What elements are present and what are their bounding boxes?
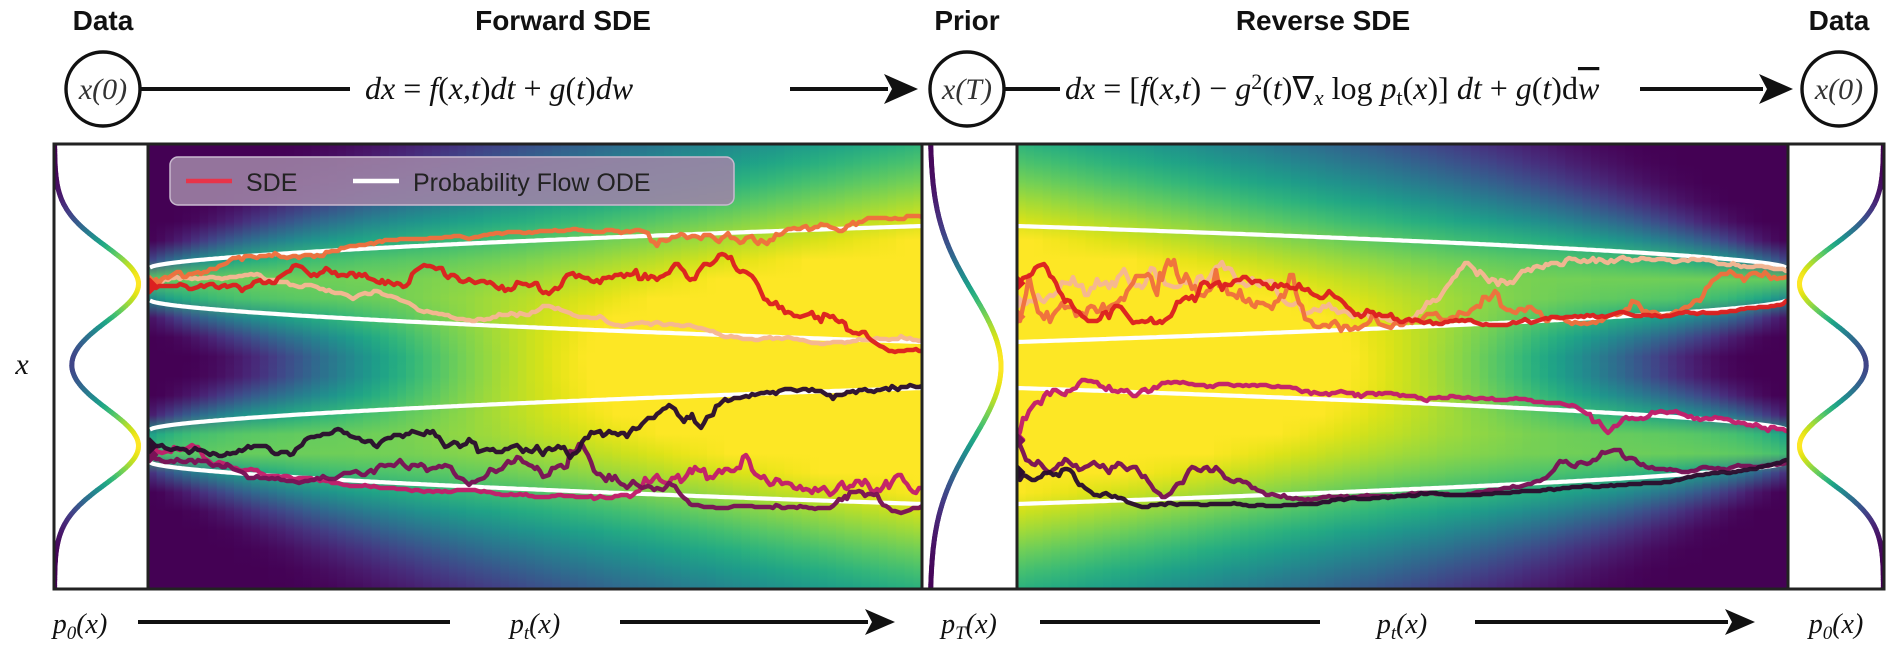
svg-text:x(0): x(0) — [1814, 73, 1863, 106]
svg-text:Probability Flow ODE: Probability Flow ODE — [413, 169, 651, 197]
svg-text:Data: Data — [1809, 5, 1870, 36]
svg-text:pt(x): pt(x) — [1375, 609, 1427, 644]
svg-text:x: x — [14, 348, 29, 381]
svg-text:p0(x): p0(x) — [51, 609, 108, 644]
svg-text:Reverse SDE: Reverse SDE — [1236, 5, 1410, 36]
svg-text:Forward SDE: Forward SDE — [475, 5, 651, 36]
svg-text:x(T): x(T) — [941, 73, 992, 106]
svg-text:pt(x): pt(x) — [508, 609, 560, 644]
svg-text:dx = [f(x,t) − g2(t)∇x log pt(: dx = [f(x,t) − g2(t)∇x log pt(x)] dt + g… — [1065, 69, 1600, 110]
svg-text:p0(x): p0(x) — [1807, 609, 1864, 644]
svg-text:dx = f(x,t)dt + g(t)dw: dx = f(x,t)dt + g(t)dw — [365, 70, 634, 106]
svg-text:SDE: SDE — [246, 169, 297, 197]
svg-text:x(0): x(0) — [78, 73, 127, 106]
svg-text:Prior: Prior — [934, 5, 999, 36]
svg-text:pT(x): pT(x) — [939, 609, 997, 644]
svg-text:Data: Data — [73, 5, 134, 36]
